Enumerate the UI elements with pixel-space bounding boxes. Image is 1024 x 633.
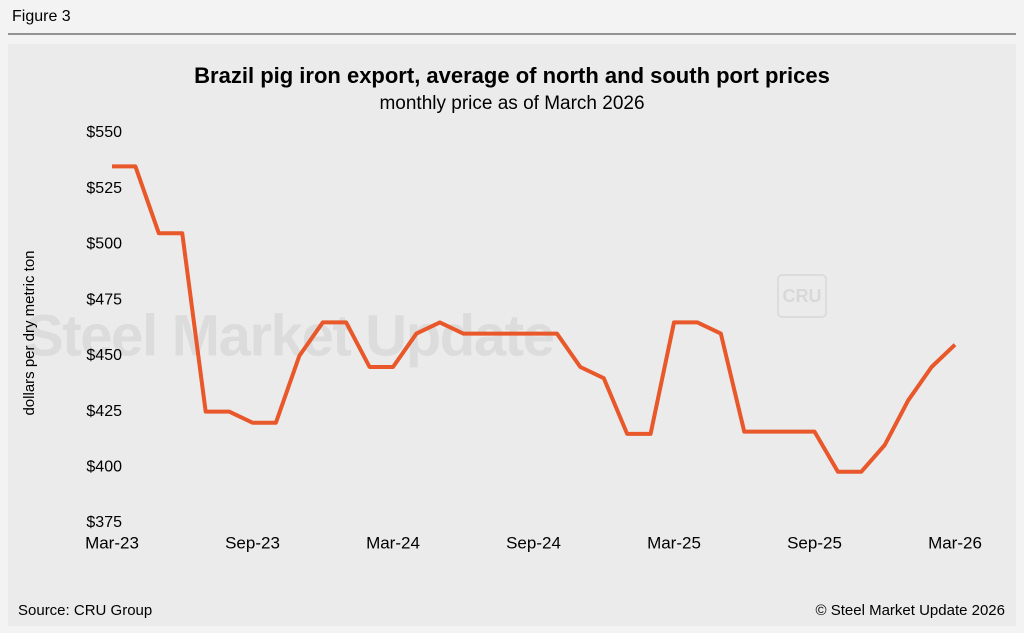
y-tick-label: $525 (86, 180, 122, 197)
y-tick-label: $450 (86, 347, 122, 364)
source: Source: CRU Group (18, 602, 152, 619)
x-tick-label: Sep-24 (506, 533, 561, 552)
y-tick-label: $500 (86, 236, 122, 253)
y-tick-label: $425 (86, 403, 122, 420)
x-tick-label: Mar-25 (647, 533, 701, 552)
y-axis-label: dollars per dry metric ton (21, 250, 38, 415)
x-tick-label: Sep-23 (225, 533, 280, 552)
watermark-logo-box (777, 274, 827, 318)
chart-title: Brazil pig iron export, average of north… (194, 63, 830, 88)
copyright: © Steel Market Update 2026 (816, 602, 1006, 619)
watermark-logo: CRU (783, 286, 822, 306)
x-tick-label: Mar-24 (366, 533, 420, 552)
line-series (112, 164, 957, 474)
figure-label: Figure 3 (12, 8, 71, 25)
y-tick-label: $375 (86, 514, 122, 531)
x-tick-label: Mar-23 (85, 533, 139, 552)
watermark: Steel Market Update (25, 303, 555, 368)
chart-subtitle: monthly price as of March 2026 (379, 93, 644, 114)
y-tick-label: $400 (86, 459, 122, 476)
x-tick-label: Sep-25 (787, 533, 842, 552)
y-tick-label: $550 (86, 124, 122, 141)
x-tick-label: Mar-26 (928, 533, 982, 552)
y-tick-label: $475 (86, 291, 122, 308)
